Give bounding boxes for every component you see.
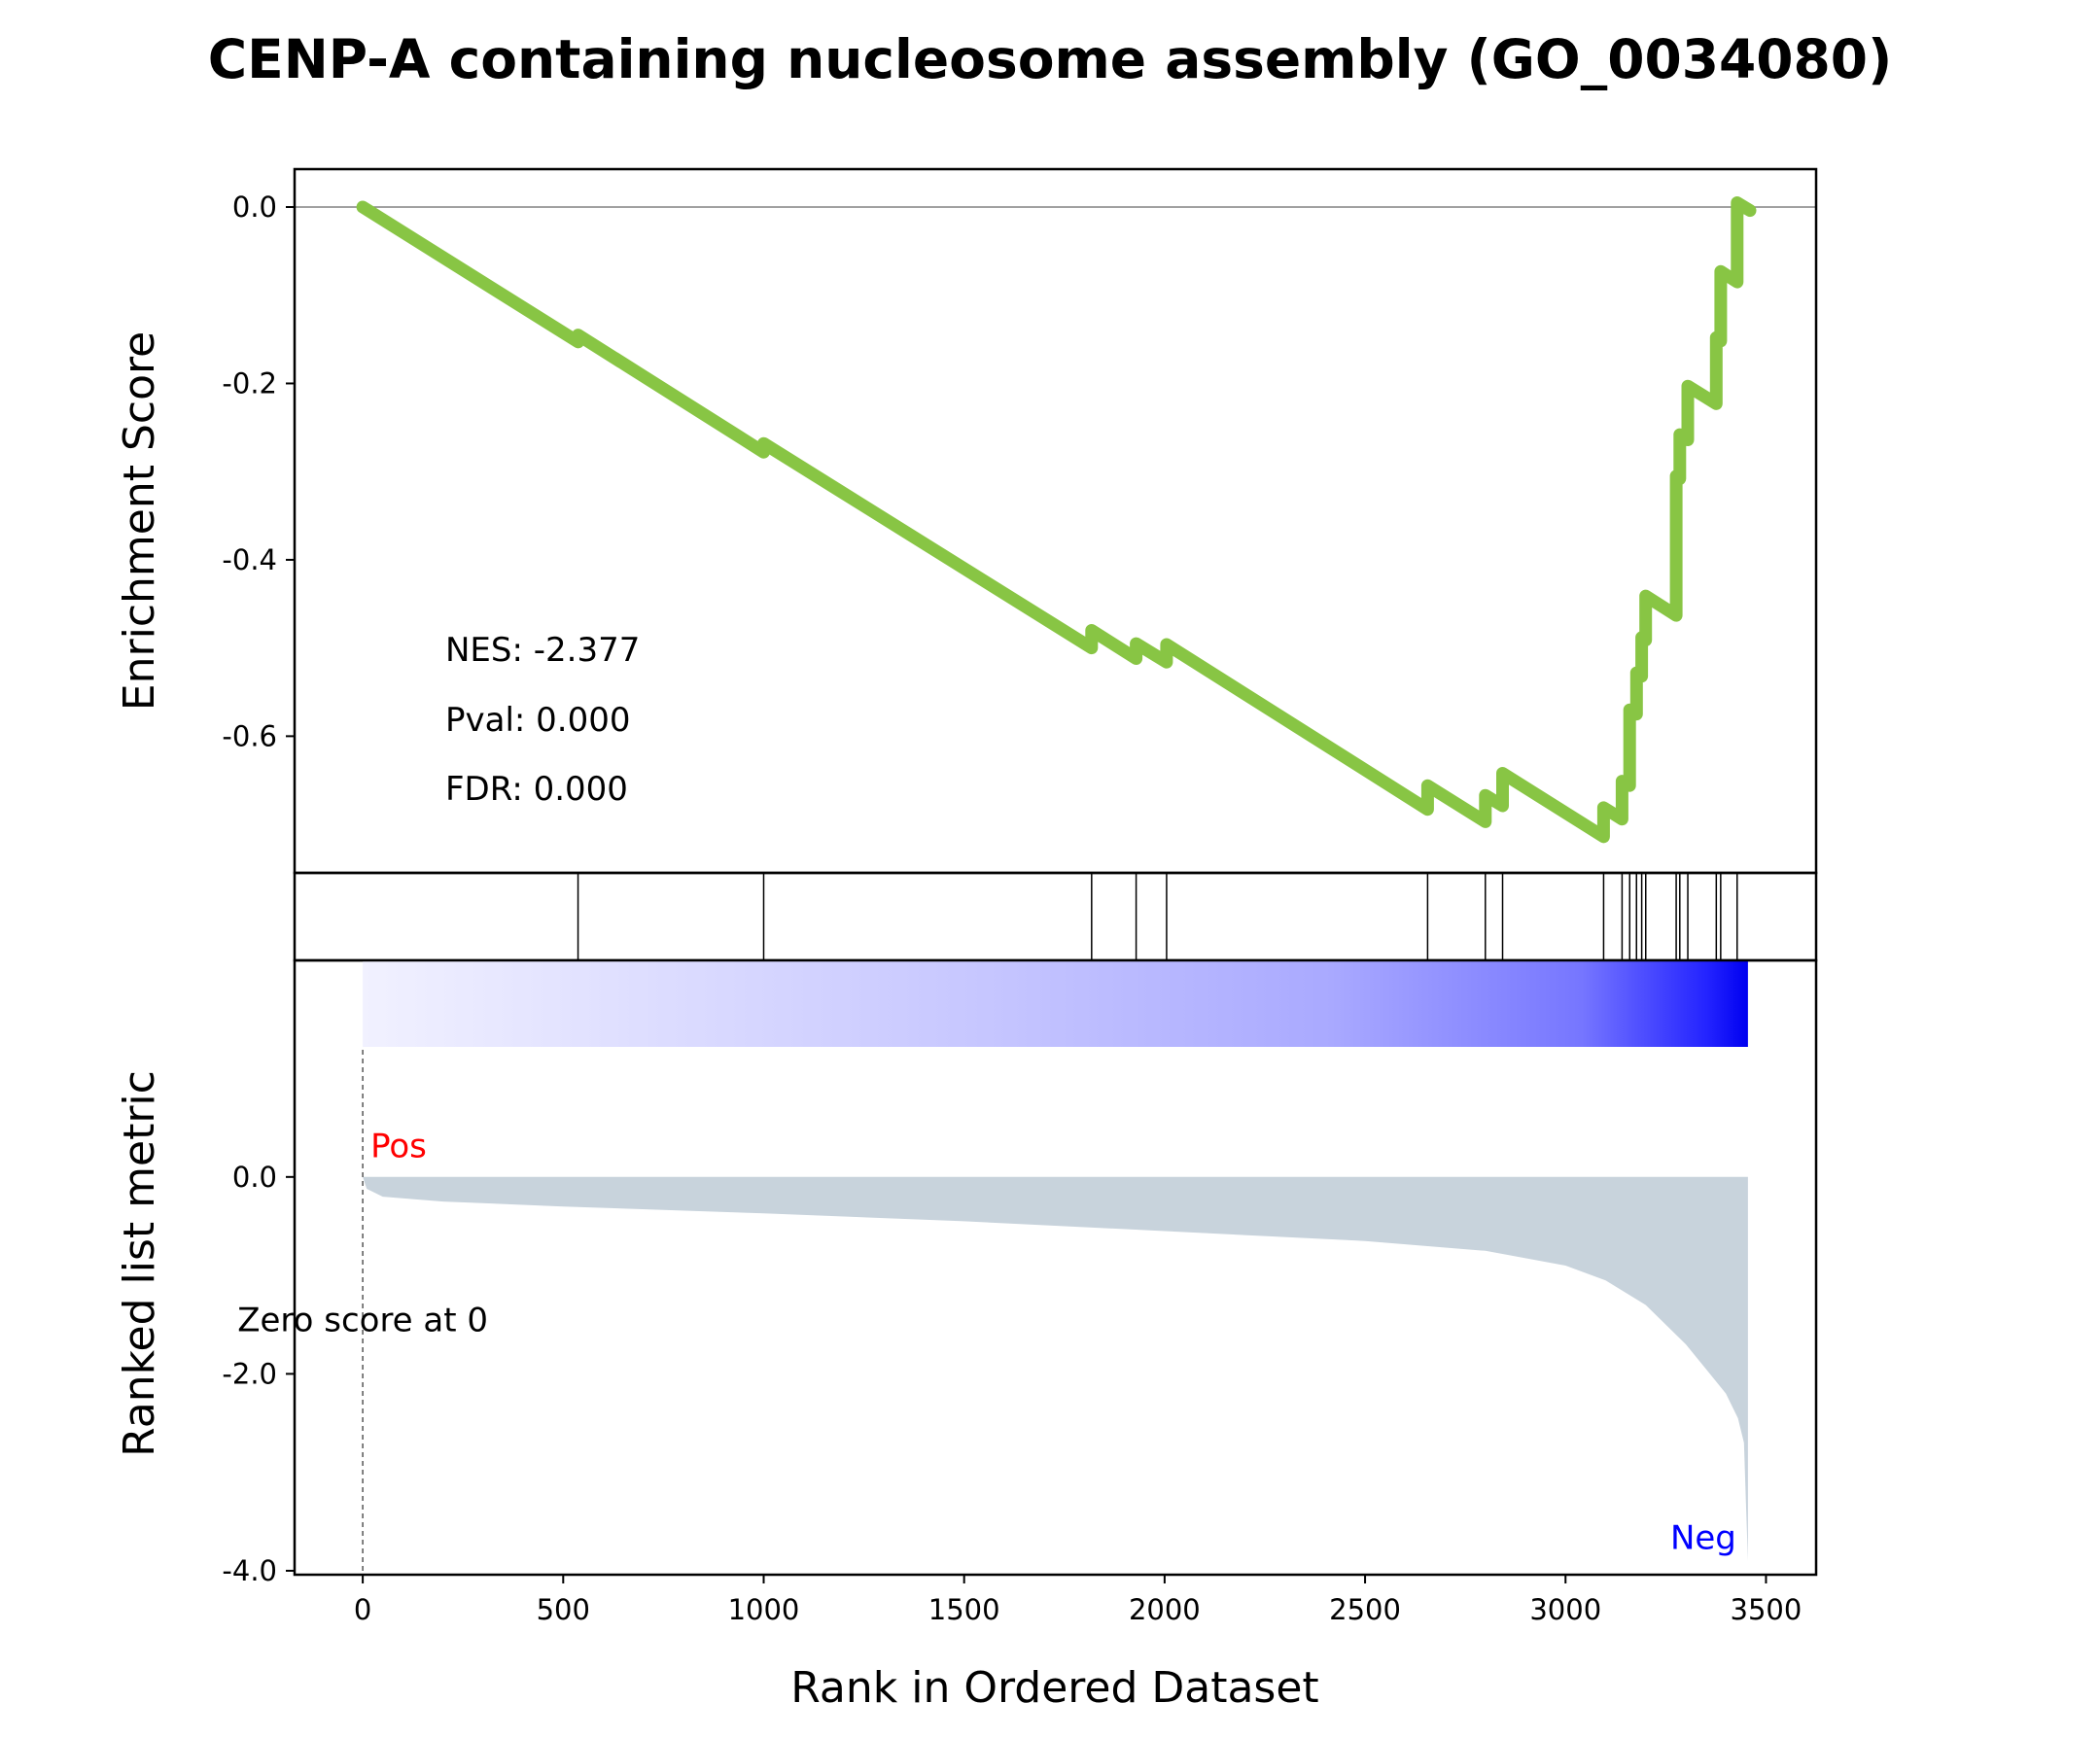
es-y-ticks: 0.0 -0.2 -0.4 -0.6 (222, 191, 295, 752)
pval-text: Pval: 0.000 (445, 701, 631, 740)
x-tick-label: 1000 (728, 1593, 800, 1626)
es-y-tick-label: 0.0 (232, 191, 277, 224)
ranked-y-tick-label: -2.0 (222, 1357, 277, 1390)
zero-score-text: Zero score at 0 (237, 1302, 488, 1340)
x-tick-label: 3500 (1731, 1593, 1802, 1626)
enrichment-score-panel: 0.0-0.2-0.4-0.6 NES: -2.377 Pval: 0.000 … (222, 167, 1818, 875)
enrichment-score-line (356, 196, 1757, 844)
neg-label: Neg (1670, 1519, 1736, 1558)
ranked-y-tick-label: 0.0 (232, 1161, 277, 1194)
es-y-axis-label: Enrichment Score (115, 331, 164, 711)
ranked-list-panel: Pos Neg Zero score at 0 0.0 -2.0 -4.0 (222, 958, 1818, 1587)
ranked-y-axis-label: Ranked list metric (115, 1070, 164, 1457)
es-y-tick-label: -0.4 (222, 543, 277, 576)
x-tick-label: 3000 (1529, 1593, 1601, 1626)
gene-hits-panel (293, 871, 1818, 962)
chart-title: CENP-A containing nucleosome assembly (G… (208, 28, 1892, 90)
es-axes-frame (293, 167, 1818, 875)
nes-text: NES: -2.377 (445, 631, 640, 670)
ranked-y-tick-label: -4.0 (222, 1554, 277, 1587)
hit-lines (577, 873, 1738, 960)
x-axis-label: Rank in Ordered Dataset (790, 1663, 1318, 1713)
x-tick-label: 2000 (1129, 1593, 1201, 1626)
ranked-metric-area (363, 1176, 1748, 1561)
ranked-axes-frame (293, 958, 1818, 1577)
x-tick-label: 0 (354, 1593, 371, 1626)
es-y-tick-label: -0.2 (222, 366, 277, 400)
rank-gradient-bar (363, 960, 1748, 1047)
es-y-tick-label: -0.6 (222, 719, 277, 752)
pos-label: Pos (370, 1127, 427, 1165)
hits-axes-frame (293, 871, 1818, 962)
fdr-text: FDR: 0.000 (445, 770, 628, 809)
x-tick-label: 1500 (928, 1593, 1000, 1626)
x-tick-label: 2500 (1329, 1593, 1401, 1626)
ranked-y-ticks: 0.0 -2.0 -4.0 (222, 1161, 295, 1587)
x-axis-ticks: 0 500 1000 1500 2000 2500 3000 3500 (354, 1575, 1802, 1626)
x-tick-label: 500 (537, 1593, 590, 1626)
